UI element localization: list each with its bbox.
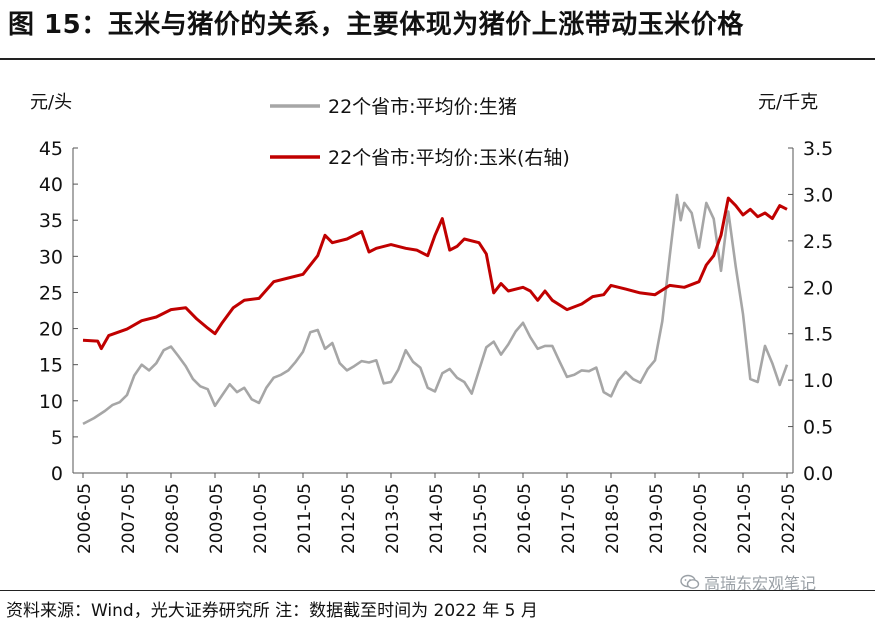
x-tick-label: 2008-05	[163, 483, 183, 554]
figure-title: 图 15：玉米与猪价的关系，主要体现为猪价上涨带动玉米价格	[8, 10, 744, 40]
y-left-tick-label: 25	[39, 282, 63, 304]
y-right-tick-label: 3.0	[803, 184, 833, 206]
y-right-tick-label: 1.0	[803, 370, 833, 392]
x-tick-label: 2011-05	[295, 483, 315, 554]
x-tick-label: 2016-05	[515, 483, 535, 554]
y-left-tick-label: 10	[39, 391, 63, 413]
y-right-tick-label: 0.0	[803, 463, 833, 485]
chart-series	[82, 193, 789, 426]
y-right-tick-label: 3.5	[803, 138, 833, 160]
bottom-rule	[0, 590, 875, 591]
y-axis-right-label: 元/千克	[758, 92, 818, 113]
wechat-icon	[680, 574, 700, 589]
x-tick-label: 2013-05	[383, 483, 403, 554]
y-left-tick-label: 30	[39, 246, 63, 268]
legend-label-2: 22个省市:平均价:玉米(右轴)	[328, 147, 570, 169]
x-tick-label: 2020-05	[691, 483, 711, 554]
x-tick-label: 2010-05	[251, 483, 271, 554]
x-tick-label: 2021-05	[735, 483, 755, 554]
legend-label-1: 22个省市:平均价:生猪	[328, 96, 517, 118]
source-note: 资料来源：Wind，光大证券研究所 注：数据截至时间为 2022 年 5 月	[6, 601, 538, 621]
y-right-tick-label: 1.5	[803, 324, 833, 346]
series-line-2	[82, 196, 788, 351]
x-tick-label: 2012-05	[339, 483, 359, 554]
x-tick-label: 2022-05	[779, 483, 799, 554]
y-right-tick-label: 0.5	[803, 417, 833, 439]
y-left-tick-label: 35	[39, 210, 63, 232]
top-rule	[0, 58, 875, 60]
x-tick-label: 2015-05	[471, 483, 491, 554]
y-left-tick-label: 40	[39, 174, 63, 196]
chart-axes: 0 5 10 15 20 25 30 35 40 45 0.0 0.5 1.0 1.5 2.0 2.5 3.0 3…	[39, 138, 833, 554]
y-right-tick-label: 2.5	[803, 231, 833, 253]
y-axis-left-label: 元/头	[30, 92, 72, 113]
x-tick-label: 2007-05	[119, 483, 139, 554]
x-tick-label: 2017-05	[559, 483, 579, 554]
y-left-tick-label: 15	[39, 355, 63, 377]
series-line-1	[82, 193, 789, 426]
x-tick-label: 2014-05	[427, 483, 447, 554]
chart: 0 5 10 15 20 25 30 35 40 45 0.0 0.5 1.0 1.5 2.0 2.5 3.0 3…	[30, 92, 833, 554]
x-tick-label: 2019-05	[647, 483, 667, 554]
y-left-tick-label: 45	[39, 138, 63, 160]
x-tick-label: 2006-05	[75, 483, 95, 554]
watermark: 高瑞东宏观笔记	[680, 570, 816, 594]
y-right-tick-label: 2.0	[803, 277, 833, 299]
watermark-text: 高瑞东宏观笔记	[704, 574, 817, 593]
y-left-tick-label: 0	[51, 463, 63, 485]
x-tick-label: 2018-05	[603, 483, 623, 554]
y-left-tick-label: 5	[51, 427, 63, 449]
chart-legend: 22个省市:平均价:生猪 22个省市:平均价:玉米(右轴)	[270, 96, 570, 169]
x-tick-label: 2009-05	[207, 483, 227, 554]
y-left-tick-label: 20	[39, 319, 63, 341]
